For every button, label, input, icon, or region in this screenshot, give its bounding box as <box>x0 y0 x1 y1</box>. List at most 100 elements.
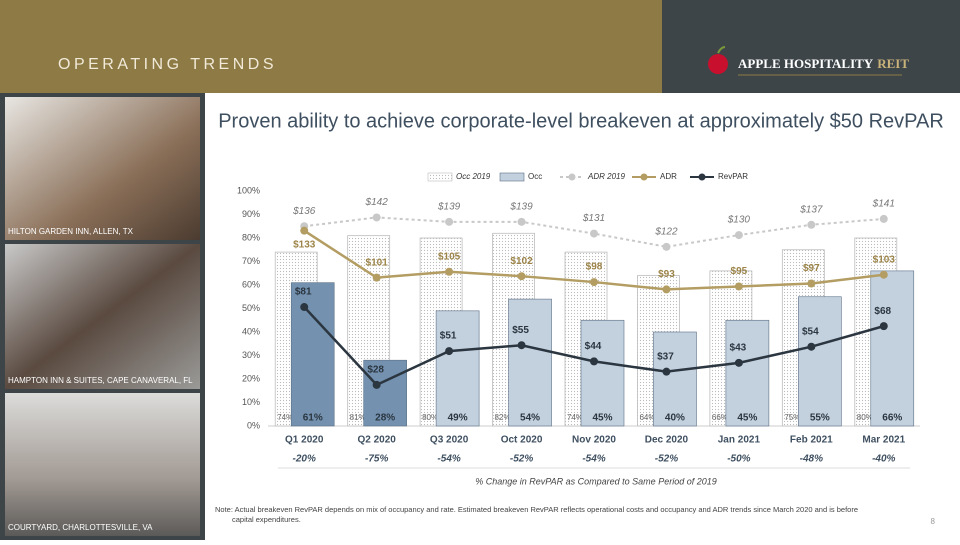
point <box>734 358 743 367</box>
data-label: 80% <box>857 413 873 422</box>
change-label: -50% <box>727 454 750 465</box>
point <box>807 220 816 229</box>
data-label: $97 <box>803 263 820 274</box>
y-tick-label: 60% <box>242 279 260 289</box>
point <box>445 347 454 356</box>
legend-label: Occ 2019 <box>456 172 491 181</box>
data-label: $130 <box>727 215 751 226</box>
data-label: 74% <box>277 413 293 422</box>
y-tick-label: 30% <box>242 350 260 360</box>
data-label: $93 <box>658 269 675 280</box>
logo-suffix: REIT <box>877 56 909 71</box>
data-label: $136 <box>292 206 316 217</box>
point <box>807 342 816 351</box>
x-tick-label: Nov 2020 <box>572 435 616 446</box>
y-tick-label: 10% <box>242 397 260 407</box>
photo-caption: HILTON GARDEN INN, ALLEN, TX <box>8 227 134 236</box>
data-label: $102 <box>510 256 533 267</box>
logo-apple <box>708 54 728 74</box>
x-tick-label: Dec 2020 <box>645 435 689 446</box>
x-tick-label: Jan 2021 <box>718 435 761 446</box>
data-label: 66% <box>882 413 902 424</box>
x-tick-label: Mar 2021 <box>862 435 905 446</box>
change-label: -20% <box>293 454 316 465</box>
bar <box>725 319 770 427</box>
data-label: $141 <box>872 199 895 210</box>
change-label: -40% <box>872 454 895 465</box>
y-tick-label: 40% <box>242 326 260 336</box>
note-text: Note: Actual breakeven RevPAR depends on… <box>215 505 858 514</box>
data-label: $139 <box>509 201 533 212</box>
data-label: $51 <box>440 331 457 342</box>
header-band <box>0 0 662 93</box>
point <box>517 341 526 350</box>
line <box>304 216 884 248</box>
data-label: 45% <box>592 413 612 424</box>
change-label: -54% <box>437 454 460 465</box>
bar <box>798 296 842 427</box>
bar <box>363 359 407 427</box>
data-label: $131 <box>582 213 605 224</box>
chart: 0% 10% 20% 30% 40% 50% 60% 70% 80% 90% 100% Q1 2020… <box>237 172 920 469</box>
data-label: $122 <box>654 226 678 237</box>
photo <box>5 393 200 536</box>
data-label: $98 <box>586 262 603 273</box>
data-label: 54% <box>520 413 540 424</box>
data-label: $142 <box>365 197 389 208</box>
data-label: $44 <box>585 341 602 352</box>
logo-band <box>662 0 960 93</box>
photo <box>5 244 200 389</box>
x-tick-label: Q1 2020 <box>285 435 324 446</box>
page-number: 8 <box>931 517 936 526</box>
point <box>662 367 671 376</box>
point <box>300 226 309 235</box>
data-label: 81% <box>350 413 366 422</box>
logo-name: APPLE HOSPITALITY <box>738 56 874 71</box>
point <box>734 231 743 240</box>
point <box>590 278 598 287</box>
point <box>372 380 381 389</box>
data-label: 64% <box>639 413 655 422</box>
data-label: 45% <box>737 413 757 424</box>
legend-swatch <box>427 172 453 182</box>
data-label: 55% <box>810 413 830 424</box>
point <box>590 357 598 366</box>
y-tick-label: 80% <box>242 232 260 242</box>
change-label: -54% <box>582 454 605 465</box>
point <box>879 214 888 223</box>
data-label: 40% <box>665 413 685 424</box>
y-tick-label: 70% <box>242 256 260 266</box>
data-label: $43 <box>730 342 747 353</box>
y-tick-label: 50% <box>242 303 260 313</box>
point <box>517 272 526 281</box>
bar <box>290 282 335 427</box>
bar <box>653 331 697 427</box>
change-label: -52% <box>655 454 678 465</box>
data-label: $68 <box>874 306 891 317</box>
point <box>879 270 888 279</box>
data-label: 61% <box>303 413 323 424</box>
data-label: 75% <box>784 413 800 422</box>
data-label: 80% <box>422 413 438 422</box>
point <box>445 267 454 276</box>
data-label: $37 <box>657 351 674 362</box>
x-tick-label: Oct 2020 <box>501 435 543 446</box>
data-label: 28% <box>375 413 395 424</box>
legend-label: RevPAR <box>718 172 748 181</box>
point <box>734 282 743 291</box>
legend-swatch <box>568 173 576 181</box>
x-tick-label: Q2 2020 <box>357 435 396 446</box>
logo-leaf <box>717 46 726 54</box>
data-label: $133 <box>293 239 316 250</box>
point <box>300 303 309 312</box>
data-label: 49% <box>448 413 468 424</box>
legend-label: ADR 2019 <box>587 172 625 181</box>
change-title: % Change in RevPAR as Compared to Same P… <box>475 476 716 486</box>
point <box>807 279 816 288</box>
point <box>517 217 526 226</box>
header-title: OPERATING TRENDS <box>58 56 277 73</box>
change-label: -52% <box>510 454 533 465</box>
photo <box>5 97 200 240</box>
bar <box>580 319 625 427</box>
